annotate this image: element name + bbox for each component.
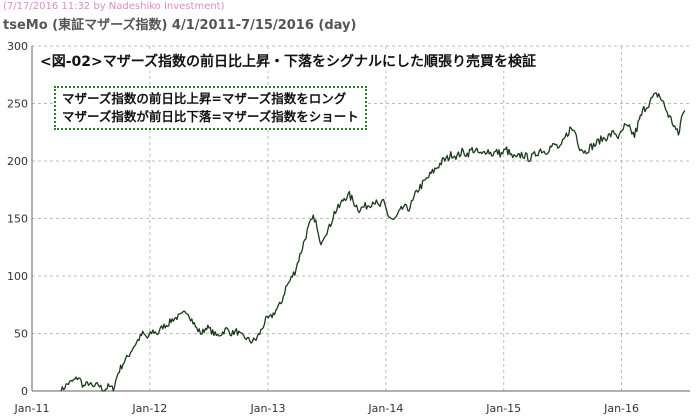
x-tick-label: Jan-16 [603,402,639,415]
x-tick-label: Jan-14 [367,402,403,415]
y-tick-label: 300 [7,40,28,53]
chart-credit: (7/17/2016 11:32 by Nadeshiko Investment… [3,1,225,12]
chart-headline: <図-02>マザーズ指数の前日比上昇・下落をシグナルにした順張り売買を検証 [40,51,537,71]
y-tick-label: 200 [7,155,28,168]
mothers-index-line [60,92,686,392]
x-tick-label: Jan-11 [14,402,50,415]
y-tick-label: 250 [7,98,28,111]
strategy-rules-box: マザーズ指数の前日比上昇=マザーズ指数をロング マザーズ指数が前日比下落=マザー… [54,86,367,130]
x-tick-label: Jan-15 [485,402,521,415]
y-axis-ticks: 0 50 100 150 200 250 300 [7,40,28,398]
rule-short-text: マザーズ指数が前日比下落=マザーズ指数をショート [62,109,359,124]
x-axis-ticks: Jan-11 Jan-12 Jan-13 Jan-14 Jan-15 Jan-16 [14,402,639,415]
rule-long-text: マザーズ指数の前日比上昇=マザーズ指数をロング [62,91,347,106]
x-tick-label: Jan-13 [250,402,286,415]
y-tick-label: 100 [7,270,28,283]
x-tick-label: Jan-12 [131,402,167,415]
y-tick-label: 150 [7,213,28,226]
chart-title: tseMo (東証マザーズ指数) 4/1/2011-7/15/2016 (day… [3,18,357,33]
y-tick-label: 50 [14,328,28,341]
y-tick-label: 0 [21,385,28,398]
